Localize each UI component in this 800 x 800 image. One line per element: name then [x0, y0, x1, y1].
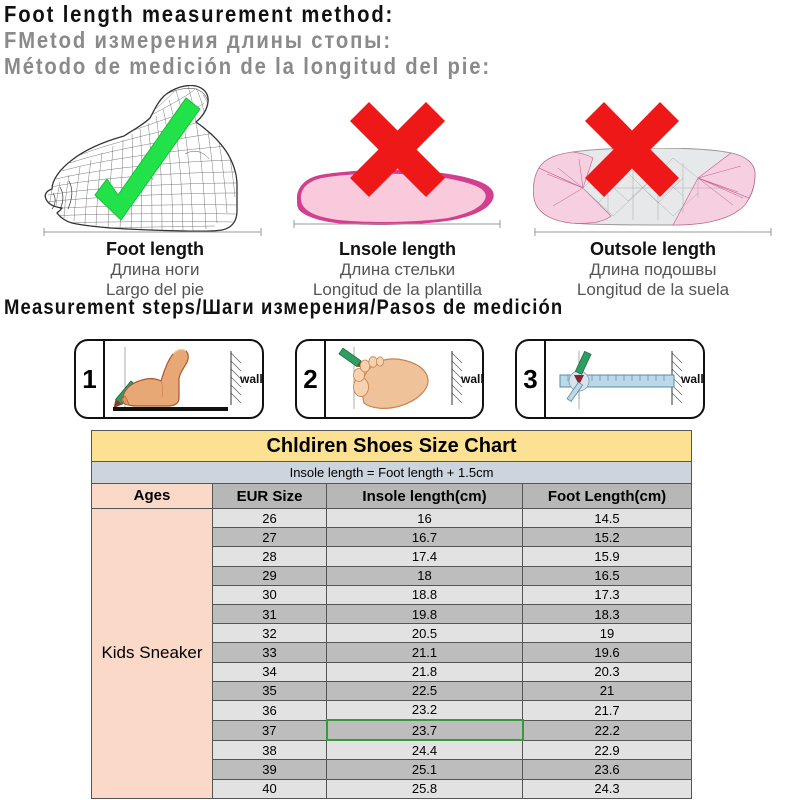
svg-text:wall: wall [460, 372, 484, 386]
svg-text:wall: wall [680, 372, 704, 386]
svg-text:wall: wall [239, 372, 263, 386]
